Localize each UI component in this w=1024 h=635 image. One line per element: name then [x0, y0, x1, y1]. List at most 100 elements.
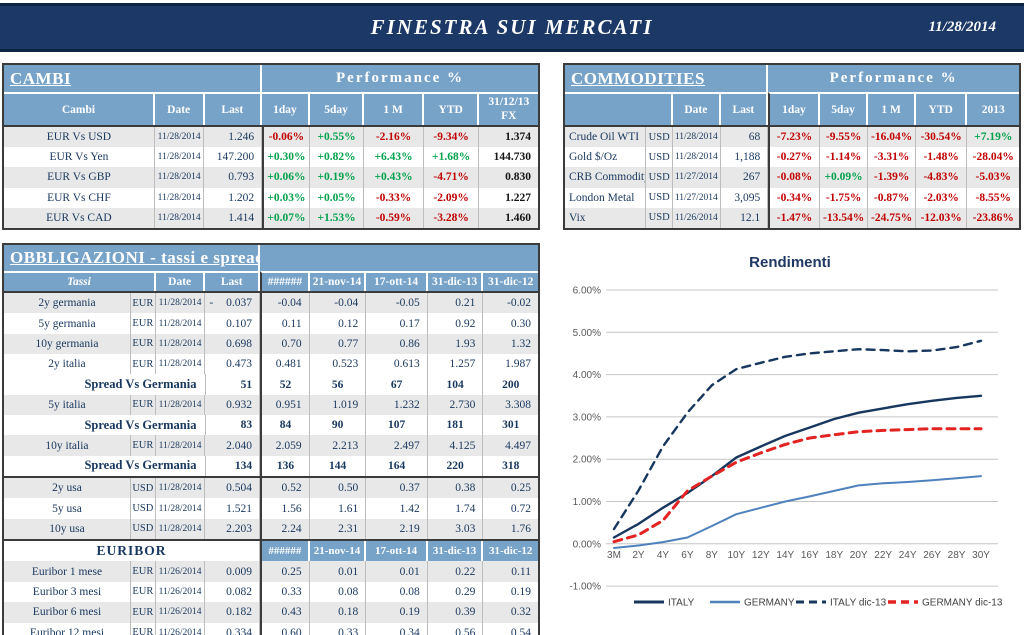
bond-currency: EUR — [131, 333, 156, 355]
commodity-date: 11/27/2014 — [673, 167, 721, 188]
bond-value: 0.21 — [428, 293, 484, 314]
bond-currency: EUR — [131, 602, 156, 623]
bond-value: 2.059 — [259, 435, 310, 456]
pair-name: EUR Vs GBP — [4, 167, 155, 188]
obbligazioni-title-row: OBBLIGAZIONI - tassi e spread — [4, 245, 538, 271]
perf-value: +1.68% — [424, 147, 480, 168]
pair-name: EUR Vs CAD — [4, 207, 155, 228]
obbligazioni-row: 10y italia EUR 11/28/2014 2.040 2.059 2.213 2.… — [4, 435, 538, 456]
spread-value: 164 — [366, 455, 428, 477]
x-axis-label: 18Y — [825, 550, 843, 561]
obbligazioni-row: 2y italia EUR 11/28/2014 0.473 0.481 0.523 0.6… — [4, 354, 538, 375]
commodity-date: 11/27/2014 — [673, 187, 721, 208]
obbligazioni-row: Spread Vs Germania 134 136 144 164 220 318 — [4, 455, 538, 477]
y-axis-label: 5.00% — [573, 328, 601, 339]
perf-value: +0.43% — [364, 167, 424, 188]
perf-value: +0.03% — [262, 187, 310, 208]
obbligazioni-row: 10y germania EUR 11/28/2014 0.698 0.70 0.77 0.… — [4, 333, 538, 355]
perf-value: -1.47% — [768, 207, 820, 228]
bond-value: 0.30 — [510, 317, 531, 330]
bond-last: 0.082 — [205, 581, 260, 603]
bond-last: 0.107 — [205, 313, 260, 334]
perf-value: -2.03% — [916, 187, 968, 208]
perf-value: -0.27% — [768, 147, 820, 168]
performance-header: Performance % — [768, 65, 1019, 92]
commodity-name: CRB Commodity — [565, 167, 647, 188]
bond-value: 3.03 — [428, 518, 484, 540]
bond-last: 0.932 — [205, 394, 260, 416]
page-title: FINESTRA SUI MERCATI — [370, 15, 654, 39]
perf-value: +0.19% — [310, 167, 365, 188]
bond-value: 0.54 — [510, 626, 531, 635]
obbligazioni-row: 5y usa USD 11/28/2014 1.521 1.56 1.61 1.42 1.74… — [4, 498, 538, 519]
spread-value: 136 — [260, 455, 310, 477]
bond-date: 11/26/2014 — [156, 602, 206, 623]
bond-value: 1.987 — [505, 358, 531, 371]
y-axis-label: 6.00% — [573, 286, 601, 297]
euribor-column-header--: ###### — [260, 541, 310, 562]
bond-value: 0.43 — [259, 602, 310, 623]
header-bar: FINESTRA SUI MERCATI 11/28/2014 — [0, 3, 1024, 52]
bond-last: 0.473 — [205, 354, 260, 375]
perf-value: -1.75% — [820, 187, 869, 208]
bond-value: 0.951 — [259, 394, 310, 416]
commodities-row: Crude Oil WTI USD 11/28/2014 68 -7.23% -9.55%… — [565, 127, 1019, 148]
perf-value: -8.55% — [975, 191, 1011, 204]
bond-value: 4.497 — [505, 439, 531, 452]
perf-value: -5.03% — [975, 171, 1011, 184]
obbligazioni-row: 5y italia EUR 11/28/2014 0.932 0.951 1.019 1.2… — [4, 394, 538, 416]
bond-value: 2.497 — [366, 435, 428, 456]
bond-value: 1.42 — [366, 498, 428, 519]
x-axis-label: 28Y — [948, 550, 966, 561]
perf-value: -9.55% — [820, 127, 869, 148]
perf-value: +0.07% — [262, 207, 310, 228]
perf-value: +0.82% — [310, 147, 365, 168]
bond-value: 0.18 — [310, 602, 367, 623]
bond-currency: USD — [131, 498, 156, 519]
pair-name: EUR Vs Yen — [4, 147, 155, 168]
chart-canvas: 6.00% 5.00% 4.00% 3.00% 2.00% 1.00% 0.00% -1.00… — [569, 286, 1003, 609]
x-axis-label: 8Y — [706, 550, 719, 561]
bond-value: 0.01 — [310, 561, 367, 582]
cambi-row: EUR Vs USD 11/28/2014 1.246 -0.06% +0.55% -2.… — [4, 127, 538, 148]
column-header-31-dic-13: 31-dic-13 — [427, 271, 484, 291]
bond-value: 1.93 — [428, 333, 484, 355]
spread-value: 144 — [310, 455, 367, 477]
bond-value: 2.24 — [259, 518, 310, 540]
commodity-date: 11/28/2014 — [673, 127, 721, 148]
perf-value: -23.86% — [972, 211, 1014, 224]
obbligazioni-header-row: Tassi Date Last ###### 21-nov-14 17-ott-14 31-… — [4, 271, 538, 293]
bond-currency: EUR — [131, 581, 156, 603]
bond-value: 0.39 — [428, 602, 484, 623]
pair-date: 11/28/2014 — [155, 167, 205, 188]
cambi-row: EUR Vs CHF 11/28/2014 1.202 +0.03% +0.05% -0.… — [4, 187, 538, 208]
legend-label-germany-dic-13: GERMANY dic-13 — [922, 598, 1003, 609]
bond-last: 2.040 — [205, 435, 260, 456]
bond-value: 0.56 — [428, 622, 484, 635]
bond-value: 0.481 — [259, 354, 310, 375]
spread-value: 90 — [310, 415, 367, 436]
x-axis-label: 22Y — [874, 550, 892, 561]
commodity-date: 11/26/2014 — [673, 207, 721, 228]
perf-value: -28.04% — [972, 151, 1014, 164]
perf-value: +7.19% — [974, 131, 1013, 144]
obbligazioni-row: Euribor 3 mesi EUR 11/26/2014 0.082 0.33 0.08… — [4, 581, 538, 603]
perf-value: -1.39% — [868, 167, 916, 188]
perf-value: -0.06% — [262, 127, 310, 148]
rendimenti-chart: Rendimenti 6.00% 5.00% 4.00% 3.00% 2.00% 1.00… — [558, 240, 1022, 632]
bond-name: 2y usa — [4, 478, 131, 499]
bond-value: 4.125 — [428, 435, 484, 456]
bond-value: 1.019 — [310, 394, 367, 416]
fx-value: 1.460 — [505, 211, 532, 224]
bond-currency: EUR — [131, 293, 156, 314]
bond-name: Euribor 3 mesi — [4, 581, 131, 603]
bond-value: 0.11 — [511, 565, 531, 578]
performance-header: Performance % — [262, 65, 538, 92]
bond-value: 0.01 — [366, 561, 428, 582]
cambi-section-title: CAMBI — [4, 65, 263, 92]
x-axis-label: 24Y — [899, 550, 917, 561]
pair-date: 11/28/2014 — [155, 187, 205, 208]
bond-currency: EUR — [131, 313, 156, 334]
perf-value: +1.53% — [310, 207, 365, 228]
cambi-title-row: CAMBI Performance % — [4, 65, 538, 92]
